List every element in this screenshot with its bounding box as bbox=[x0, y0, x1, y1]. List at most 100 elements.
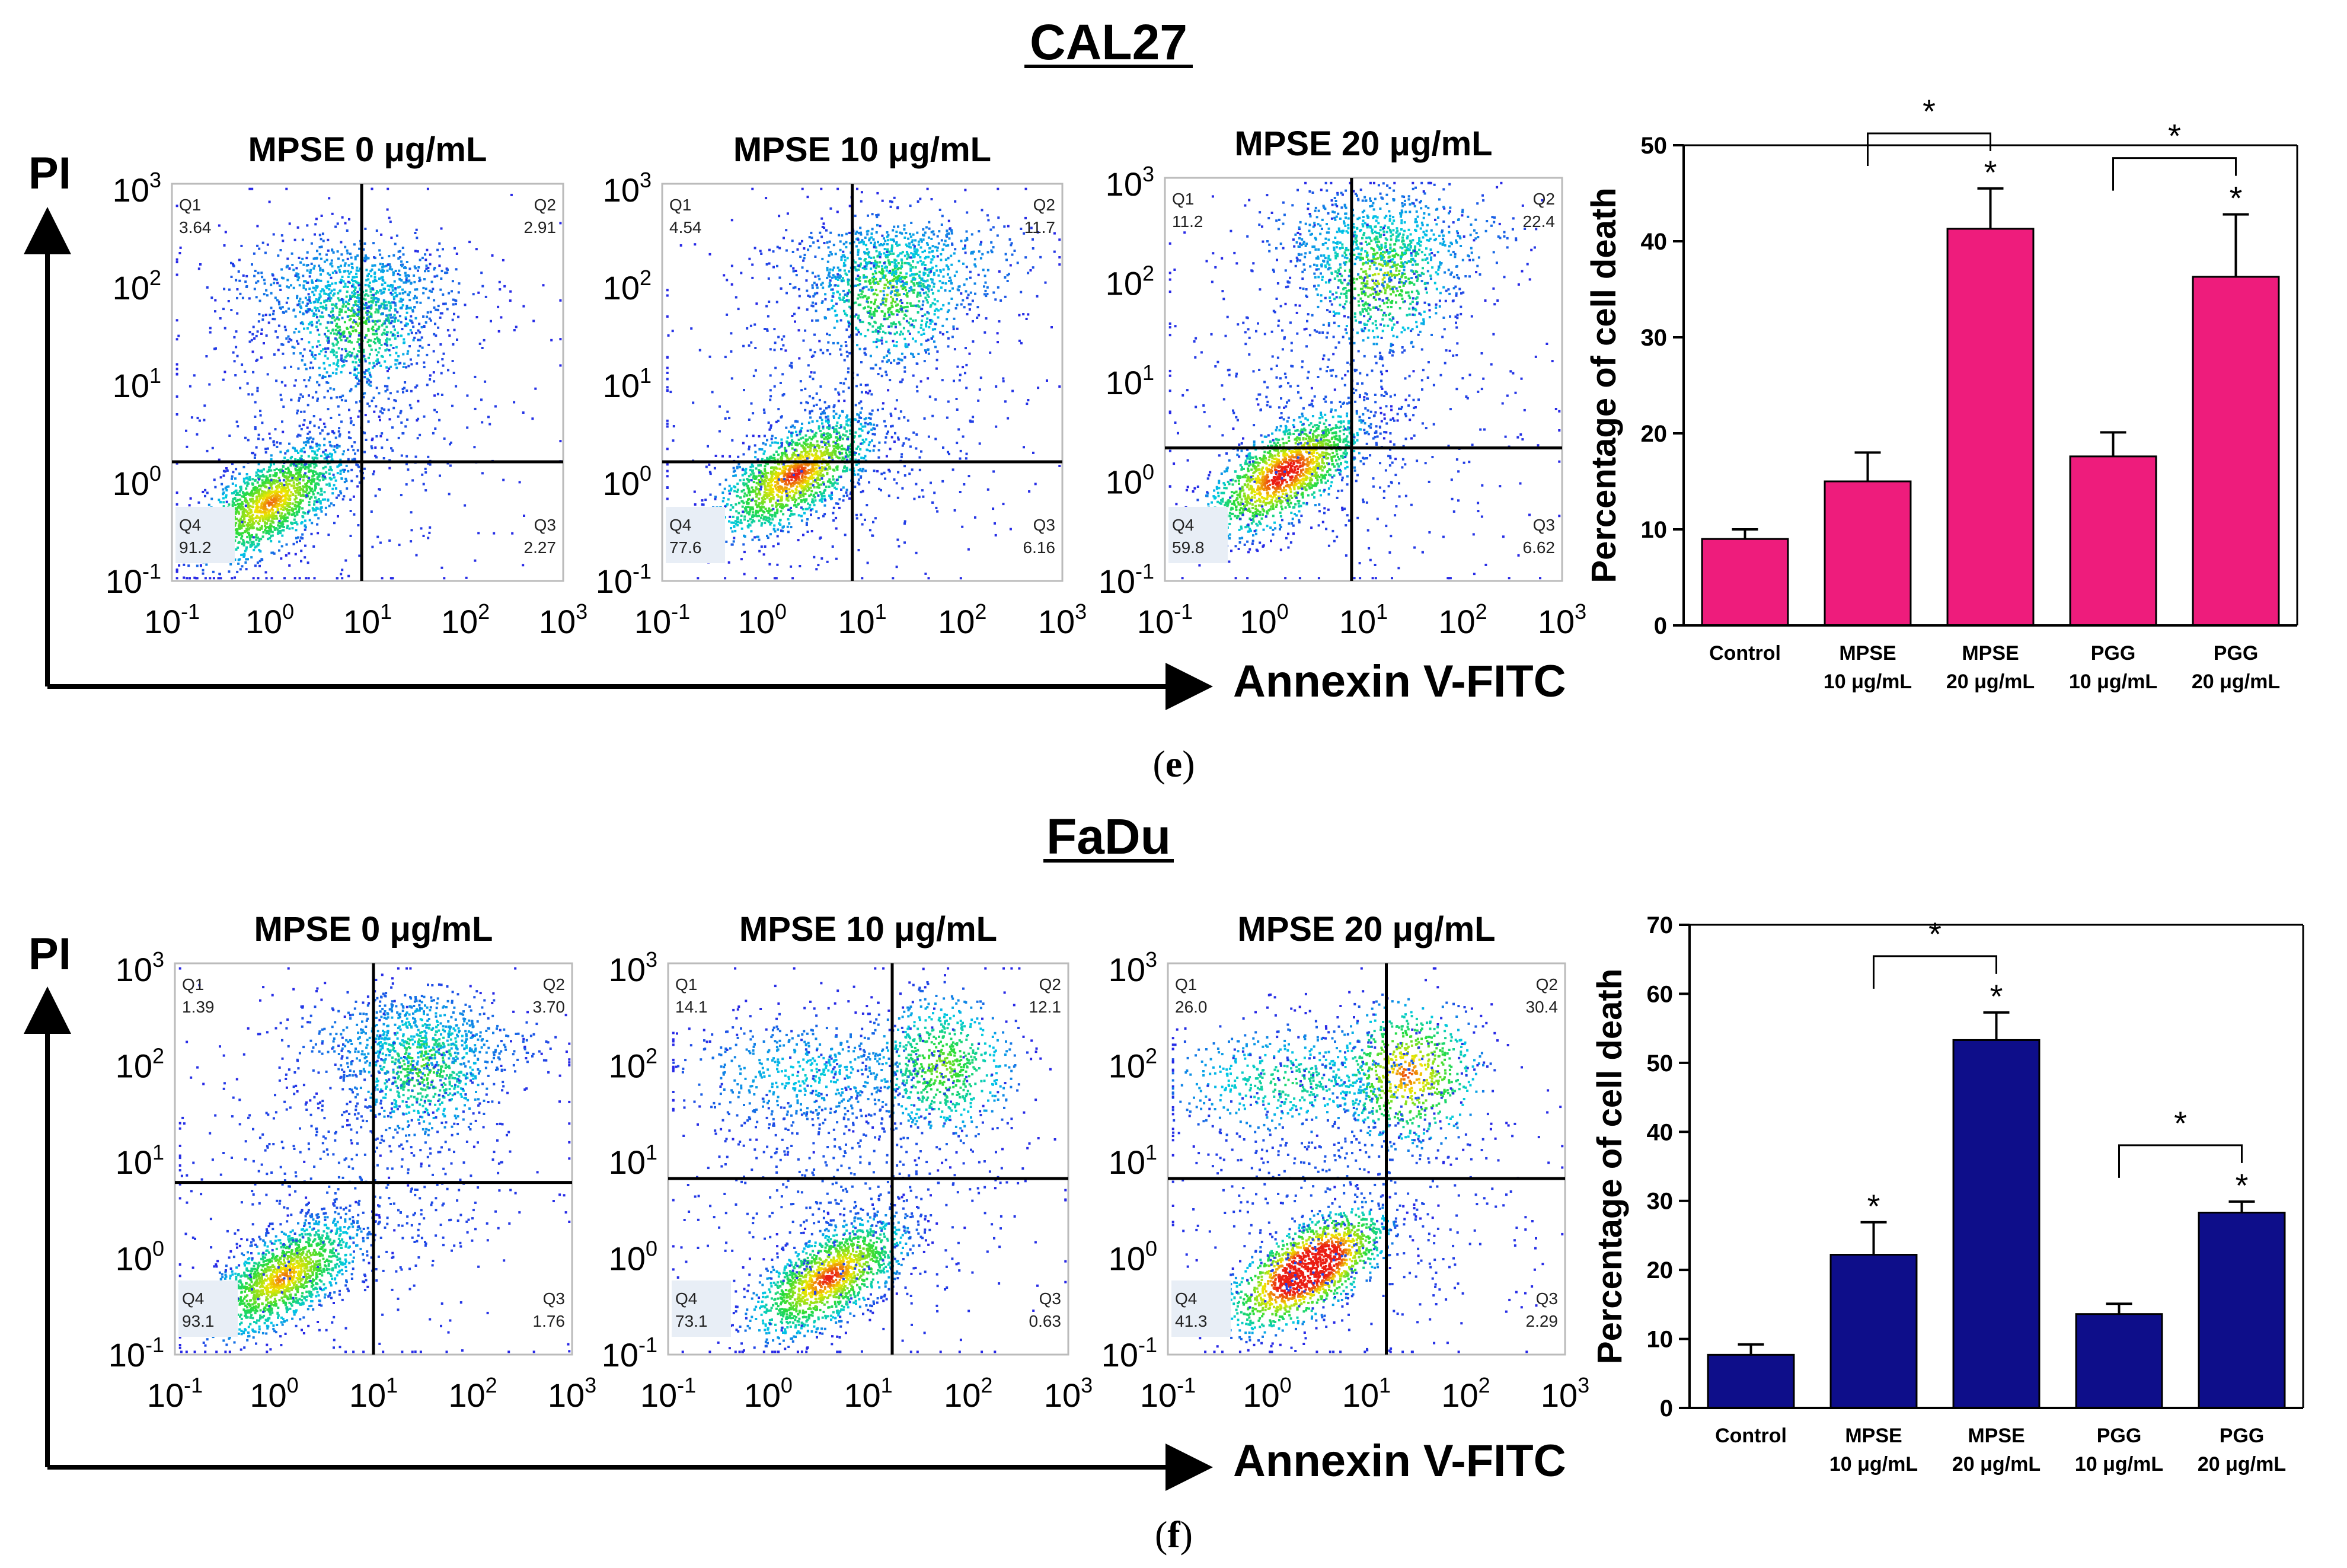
y-tick-label: 102 bbox=[1109, 1044, 1157, 1085]
x-tick-label: 103 bbox=[1044, 1373, 1093, 1414]
scatter-points bbox=[1168, 181, 1561, 580]
quadrant-label: Q4 bbox=[669, 516, 691, 534]
quadrant-label: Q2 bbox=[1533, 190, 1555, 208]
category-label: 10 μg/mL bbox=[1829, 1453, 1918, 1476]
quadrant-label: Q2 bbox=[1033, 196, 1055, 214]
bar bbox=[1824, 480, 1912, 627]
bar bbox=[1701, 538, 1789, 627]
flow-plot-frame bbox=[667, 962, 1069, 1356]
x-axis-label-annexin: Annexin V-FITC bbox=[1233, 656, 1566, 707]
quadrant-value: 93.1 bbox=[182, 1312, 215, 1330]
quadrant-label: Q4 bbox=[179, 516, 201, 534]
quadrant-label: Q1 bbox=[675, 975, 697, 994]
quadrant-label: Q3 bbox=[1039, 1289, 1061, 1308]
y-tick-label: 100 bbox=[1109, 1237, 1157, 1278]
y-tick-label: 10 bbox=[1641, 517, 1668, 543]
quadrant-value: 59.8 bbox=[1172, 538, 1205, 557]
quadrant-label: Q3 bbox=[1536, 1289, 1558, 1308]
x-tick-label: 101 bbox=[349, 1373, 398, 1414]
bar bbox=[1952, 1039, 2041, 1409]
flow-plot: MPSE 10 μg/mL Q1 4.54 Q2 11.7 Q3 6.16 Q4 77.6 10-… bbox=[596, 130, 1087, 640]
x-tick-label: 10-1 bbox=[144, 599, 200, 640]
quadrant-label: Q4 bbox=[182, 1289, 204, 1308]
quadrant-value: 1.39 bbox=[182, 998, 215, 1016]
quadrant-label: Q4 bbox=[1172, 516, 1194, 534]
x-tick-label: 10-1 bbox=[147, 1373, 203, 1414]
category-label: 20 μg/mL bbox=[1952, 1453, 2041, 1476]
panel-e: CAL27 PI Annexin V-FITC MPSE 0 μg/mL Q1 3.… bbox=[23, 14, 2298, 785]
quadrant-value: 30.4 bbox=[1526, 998, 1559, 1016]
y-tick-label: 101 bbox=[1106, 360, 1154, 401]
quadrant-value: 6.16 bbox=[1023, 538, 1056, 557]
quadrant-value: 77.6 bbox=[669, 538, 702, 557]
y-tick-label: 10-1 bbox=[596, 559, 652, 600]
quadrant-value: 2.91 bbox=[524, 218, 557, 237]
category-label: MPSE bbox=[1845, 1425, 1902, 1447]
category-label: MPSE bbox=[1839, 642, 1896, 665]
quadrant-value: 2.27 bbox=[524, 538, 557, 557]
x-tick-label: 100 bbox=[245, 599, 294, 640]
category-label: MPSE bbox=[1968, 1425, 2025, 1447]
y-tick-label: 103 bbox=[609, 947, 657, 988]
q4-label-background bbox=[666, 507, 725, 563]
quadrant-label: Q2 bbox=[543, 975, 565, 994]
x-tick-label: 10-1 bbox=[1140, 1373, 1196, 1414]
significance-bracket bbox=[1867, 132, 1991, 166]
y-tick-label: 101 bbox=[609, 1140, 657, 1181]
quadrant-value: 11.7 bbox=[1024, 218, 1055, 237]
x-tick-label: 102 bbox=[448, 1373, 497, 1414]
y-tick-label: 70 bbox=[1647, 912, 1674, 938]
category-label: PGG bbox=[2097, 1425, 2142, 1447]
cell-line-title: FaDu bbox=[1046, 809, 1171, 864]
flow-plot-title: MPSE 0 μg/mL bbox=[254, 910, 493, 949]
y-tick-label: 60 bbox=[1647, 981, 1674, 1007]
bar-chart: Percentage of cell death Control * MPSE 10 μ… bbox=[1591, 912, 2304, 1476]
x-tick-label: 10-1 bbox=[640, 1373, 696, 1414]
y-tick-label: 100 bbox=[603, 461, 652, 502]
category-label: PGG bbox=[2220, 1425, 2265, 1447]
x-tick-label: 101 bbox=[1342, 1373, 1391, 1414]
category-label: PGG bbox=[2091, 642, 2136, 665]
y-tick-label: 0 bbox=[1660, 1395, 1673, 1422]
x-tick-label: 100 bbox=[1243, 1373, 1291, 1414]
panel-f: FaDu PI Annexin V-FITC MPSE 0 μg/mL Q1 1.3… bbox=[23, 809, 2304, 1556]
x-tick-label: 10-1 bbox=[634, 599, 690, 640]
quadrant-value: 22.4 bbox=[1523, 212, 1556, 231]
bar-chart-ylabel: Percentage of cell death bbox=[1585, 187, 1623, 583]
x-tick-label: 100 bbox=[1240, 599, 1288, 640]
y-tick-label: 10-1 bbox=[1099, 559, 1154, 600]
y-tick-label: 20 bbox=[1647, 1257, 1674, 1283]
x-tick-label: 102 bbox=[944, 1373, 992, 1414]
bar bbox=[2069, 455, 2157, 627]
bar bbox=[2192, 276, 2280, 627]
x-tick-label: 103 bbox=[1038, 599, 1087, 640]
scatter-points bbox=[178, 967, 571, 1353]
quadrant-value: 26.0 bbox=[1175, 998, 1208, 1016]
category-label: MPSE bbox=[1962, 642, 2019, 665]
y-tick-label: 103 bbox=[1106, 162, 1154, 203]
y-tick-label: 10 bbox=[1647, 1327, 1674, 1353]
flow-plot: MPSE 0 μg/mL Q1 1.39 Q2 3.70 Q3 1.76 Q4 93.1 10-1… bbox=[108, 910, 596, 1414]
flow-plot-title: MPSE 10 μg/mL bbox=[739, 910, 997, 949]
flow-plot-frame bbox=[1167, 962, 1566, 1356]
x-tick-label: 102 bbox=[441, 599, 490, 640]
quadrant-label: Q4 bbox=[675, 1289, 697, 1308]
y-tick-label: 102 bbox=[113, 266, 161, 306]
y-tick-label: 101 bbox=[603, 363, 652, 404]
q4-label-background bbox=[1168, 507, 1228, 563]
category-label: Control bbox=[1715, 1425, 1787, 1447]
significance-star: * bbox=[2230, 180, 2243, 217]
y-tick-label: 0 bbox=[1654, 613, 1667, 639]
x-axis-label-annexin: Annexin V-FITC bbox=[1233, 1436, 1566, 1486]
x-tick-label: 101 bbox=[343, 599, 392, 640]
y-tick-label: 101 bbox=[116, 1140, 164, 1181]
quadrant-value: 2.29 bbox=[1526, 1312, 1559, 1330]
q4-label-background bbox=[1171, 1280, 1231, 1337]
flow-plot-frame bbox=[661, 183, 1064, 582]
bar bbox=[2075, 1313, 2163, 1409]
y-tick-label: 103 bbox=[1109, 947, 1157, 988]
y-tick-label: 10-1 bbox=[106, 559, 161, 600]
y-axis-label-pi: PI bbox=[28, 148, 71, 199]
y-tick-label: 103 bbox=[113, 168, 161, 209]
x-tick-label: 101 bbox=[844, 1373, 892, 1414]
